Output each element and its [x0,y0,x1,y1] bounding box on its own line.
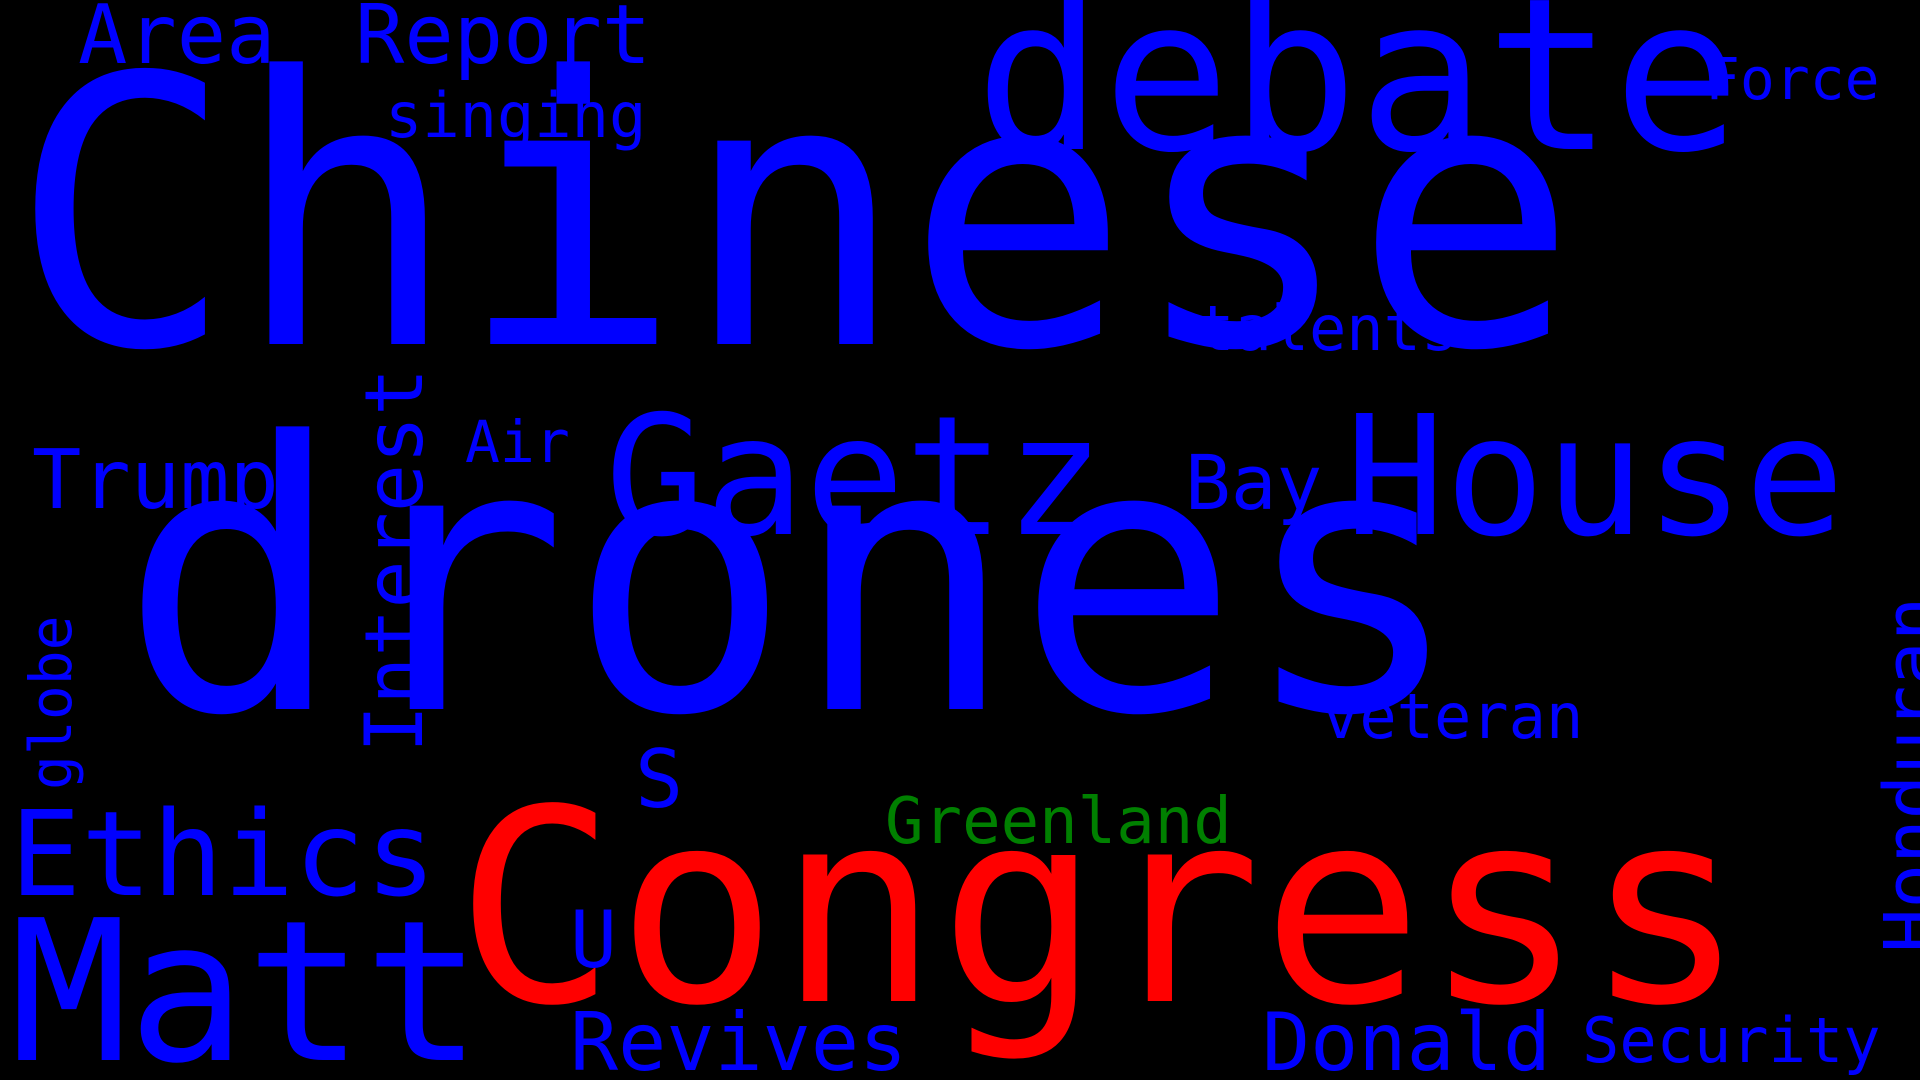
word-revives: Revives [570,996,908,1080]
word-ethics: Ethics [10,785,437,923]
word-s: S [635,733,684,826]
word-security: Security [1582,1004,1881,1077]
word-veteran: veteran [1322,680,1584,753]
word-talents: talents [1197,292,1459,365]
word-gaetz: Gaetz [605,381,1105,574]
word-singing: singing [385,79,647,152]
word-force: Force [1705,45,1880,113]
word-u: U [570,896,617,986]
word-chinese: Chinese [10,0,1578,432]
word-air: Air [465,408,570,476]
word-drones: drones [120,364,1464,797]
word-house: House [1345,381,1845,574]
word-report: Report [355,0,652,83]
word-matt: Matt [10,879,483,1080]
word-honduran: Honduran [1869,596,1920,953]
word-debate: debate [975,0,1741,199]
word-greenland: Greenland [885,785,1232,859]
word-globe: globe [17,615,85,790]
word-congress: Congress [455,753,1746,1065]
word-bay: Bay [1185,438,1323,527]
word-interest: Interest [348,367,441,753]
word-area: Area [78,0,276,83]
word-trump: Trump [32,433,279,528]
word-donald: Donald [1262,996,1551,1080]
